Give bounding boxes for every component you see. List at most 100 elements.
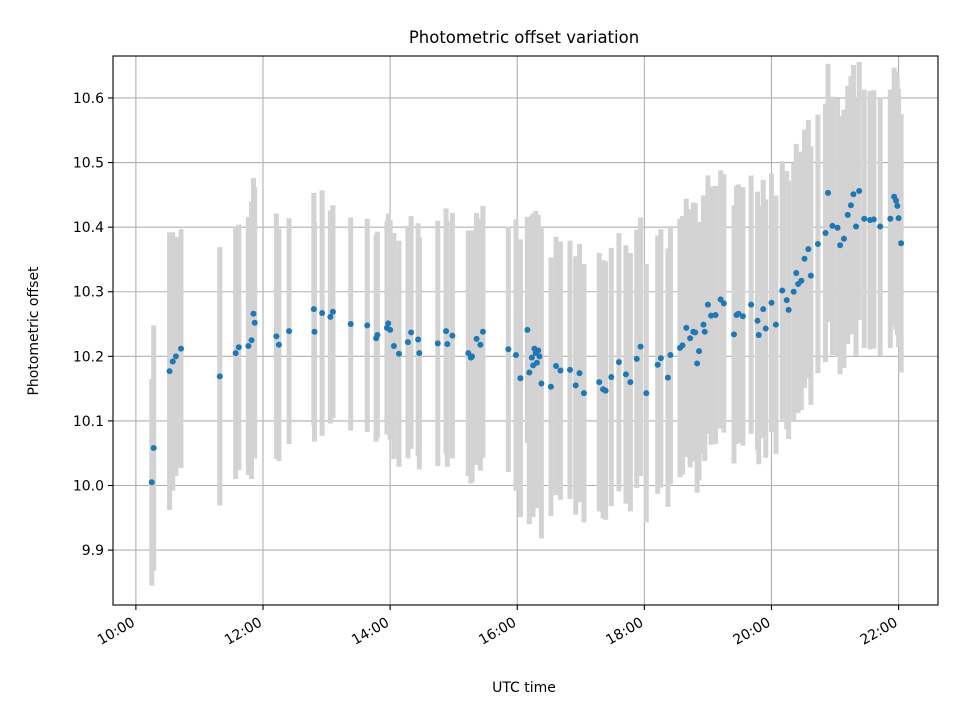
data-point	[250, 310, 257, 317]
chart-title: Photometric offset variation	[409, 28, 639, 47]
data-point	[730, 331, 737, 338]
data-point	[783, 297, 790, 304]
y-axis-label: Photometric offset	[26, 266, 42, 396]
data-point	[286, 328, 293, 335]
data-point	[768, 299, 775, 306]
data-point	[396, 350, 403, 357]
data-point	[712, 311, 719, 318]
data-point	[524, 326, 531, 333]
x-axis-label: UTC time	[492, 680, 556, 696]
data-point	[416, 350, 423, 357]
data-point	[887, 215, 894, 222]
data-point	[535, 347, 542, 354]
data-point	[847, 202, 854, 209]
data-points	[148, 187, 905, 486]
data-point	[895, 215, 902, 222]
data-point	[840, 235, 847, 242]
data-point	[898, 240, 905, 247]
data-point	[779, 287, 786, 294]
data-point	[538, 380, 545, 387]
data-point	[694, 360, 701, 367]
data-point	[760, 306, 767, 313]
data-point	[608, 374, 615, 381]
data-point	[622, 371, 629, 378]
data-point	[683, 324, 690, 331]
y-tick-label: 9.9	[82, 543, 104, 559]
data-point	[700, 321, 707, 328]
data-point	[837, 242, 844, 249]
data-point	[444, 341, 451, 348]
data-point	[319, 310, 326, 317]
data-point	[814, 240, 821, 247]
data-point	[572, 382, 579, 389]
data-point	[148, 479, 155, 486]
data-point	[528, 354, 535, 361]
data-point	[602, 387, 609, 394]
data-point	[856, 187, 863, 194]
data-point	[347, 321, 354, 328]
y-tick-label: 10.3	[73, 285, 104, 301]
data-point	[169, 358, 176, 365]
data-point	[633, 355, 640, 362]
data-point	[580, 390, 587, 397]
data-point	[387, 326, 394, 333]
data-point	[311, 328, 318, 335]
data-point	[172, 353, 179, 360]
data-point	[762, 325, 769, 332]
data-point	[517, 375, 524, 382]
data-point	[748, 301, 755, 308]
data-point	[805, 246, 812, 253]
data-point	[232, 350, 239, 357]
data-point	[801, 255, 808, 262]
data-point	[692, 329, 699, 336]
data-point	[807, 272, 814, 279]
data-point	[708, 312, 715, 319]
data-point	[566, 366, 573, 373]
data-point	[643, 390, 650, 397]
y-tick-label: 10.6	[73, 91, 104, 107]
data-point	[385, 320, 392, 327]
data-point	[512, 352, 519, 359]
plot-frame	[112, 55, 939, 606]
data-point	[735, 310, 742, 317]
data-point	[557, 367, 564, 374]
data-point	[443, 328, 450, 335]
data-point	[150, 445, 157, 452]
data-point	[166, 368, 173, 375]
data-point	[364, 322, 371, 329]
data-point	[667, 352, 674, 359]
data-point	[404, 339, 411, 346]
data-point	[844, 211, 851, 218]
data-point	[178, 345, 185, 352]
data-point	[505, 346, 512, 353]
data-point	[615, 359, 622, 366]
data-point	[853, 223, 860, 230]
data-point	[415, 336, 422, 343]
data-point	[704, 301, 711, 308]
data-point	[547, 383, 554, 390]
data-point	[327, 313, 334, 320]
data-point	[374, 332, 381, 339]
data-point	[637, 343, 644, 350]
data-point	[785, 306, 792, 313]
data-point	[701, 328, 708, 335]
data-point	[793, 270, 800, 277]
data-point	[275, 341, 282, 348]
data-point	[479, 328, 486, 335]
data-point	[850, 191, 857, 198]
data-point	[310, 306, 317, 313]
data-point	[657, 355, 664, 362]
data-point	[536, 353, 543, 360]
data-point	[720, 300, 727, 307]
data-point	[790, 288, 797, 295]
data-point	[596, 379, 603, 386]
data-point	[245, 343, 252, 350]
data-point	[825, 189, 832, 196]
data-point	[755, 332, 762, 339]
data-point	[687, 335, 694, 342]
data-point	[754, 317, 761, 324]
data-point	[477, 341, 484, 348]
y-tick-label: 10.5	[73, 156, 104, 172]
